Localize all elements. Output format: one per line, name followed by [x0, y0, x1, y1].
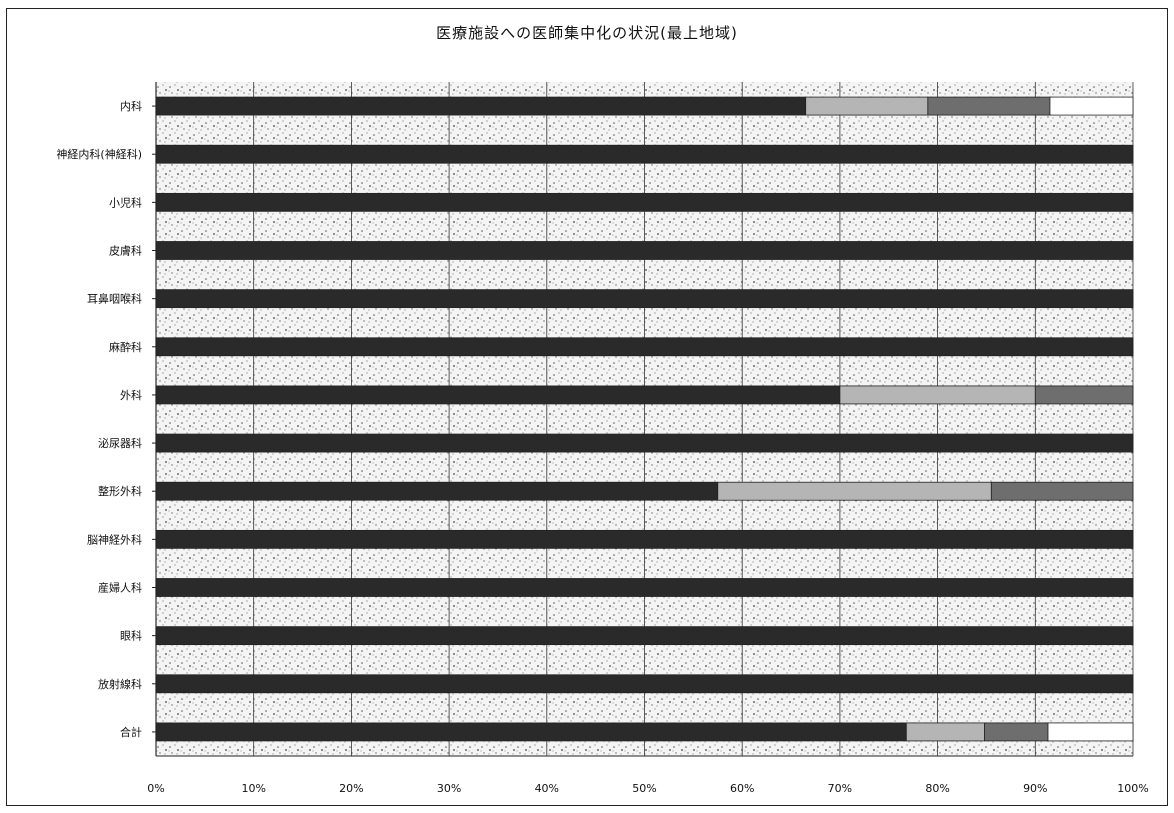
category-label: 耳鼻咽喉科: [87, 292, 142, 306]
category-label: 整形外科: [98, 484, 142, 498]
bar-segment: [839, 385, 1036, 405]
bar-segment: [155, 578, 1134, 597]
category-label: 泌尿器科: [98, 436, 142, 450]
x-tick-label: 50%: [632, 782, 656, 795]
bar-segment: [984, 722, 1049, 742]
category-label: 産婦人科: [98, 581, 142, 595]
bar-segment: [155, 241, 1134, 260]
category-label: 眼科: [120, 629, 142, 643]
x-tick-label: 20%: [339, 782, 363, 795]
bar-segment: [1049, 96, 1134, 116]
x-tick-label: 0%: [147, 782, 164, 795]
x-tick-label: 60%: [730, 782, 754, 795]
bar-segment: [155, 529, 1134, 549]
x-tick-labels: 0% 10% 20% 30% 40% 50% 60% 70% 80% 90% 100%: [147, 782, 1148, 795]
chart-title: 医療施設への医師集中化の状況(最上地域): [436, 24, 738, 42]
category-label: 脳神経外科: [87, 532, 142, 546]
x-tick-label: 90%: [1023, 782, 1047, 795]
x-tick-label: 40%: [535, 782, 559, 795]
x-tick-label: 80%: [925, 782, 949, 795]
bar-segment: [155, 674, 1134, 694]
category-label: 内科: [120, 99, 142, 113]
x-tick-label: 30%: [437, 782, 461, 795]
x-tick-label: 70%: [828, 782, 852, 795]
category-label: 神経内科(神経科): [56, 147, 142, 161]
bar-segment: [155, 722, 907, 742]
bar-segment: [927, 96, 1051, 116]
bar-segment: [155, 192, 1134, 212]
bar-segment: [155, 481, 719, 501]
bar-segment: [155, 144, 1134, 164]
category-label: 外科: [120, 388, 142, 402]
x-tick-label: 100%: [1117, 782, 1148, 795]
bar-segment: [990, 481, 1134, 501]
bar-segment: [805, 96, 929, 116]
category-label: 合計: [120, 725, 142, 739]
bar-segment: [155, 433, 1134, 453]
bar-segment: [155, 337, 1134, 357]
bar-segment: [717, 481, 992, 501]
bars-layer: [155, 96, 1134, 742]
bar-segment: [1034, 385, 1134, 405]
category-label: 麻酔科: [109, 340, 142, 354]
category-label: 皮膚科: [109, 244, 142, 258]
bar-segment: [905, 722, 985, 742]
x-tick-label: 10%: [241, 782, 265, 795]
category-label: 放射線科: [98, 677, 142, 691]
bar-segment: [1047, 722, 1134, 742]
bar-segment: [155, 96, 807, 116]
bar-segment: [155, 385, 841, 405]
bar-segment: [155, 626, 1134, 646]
bar-segment: [155, 289, 1134, 309]
category-label: 小児科: [109, 195, 142, 209]
